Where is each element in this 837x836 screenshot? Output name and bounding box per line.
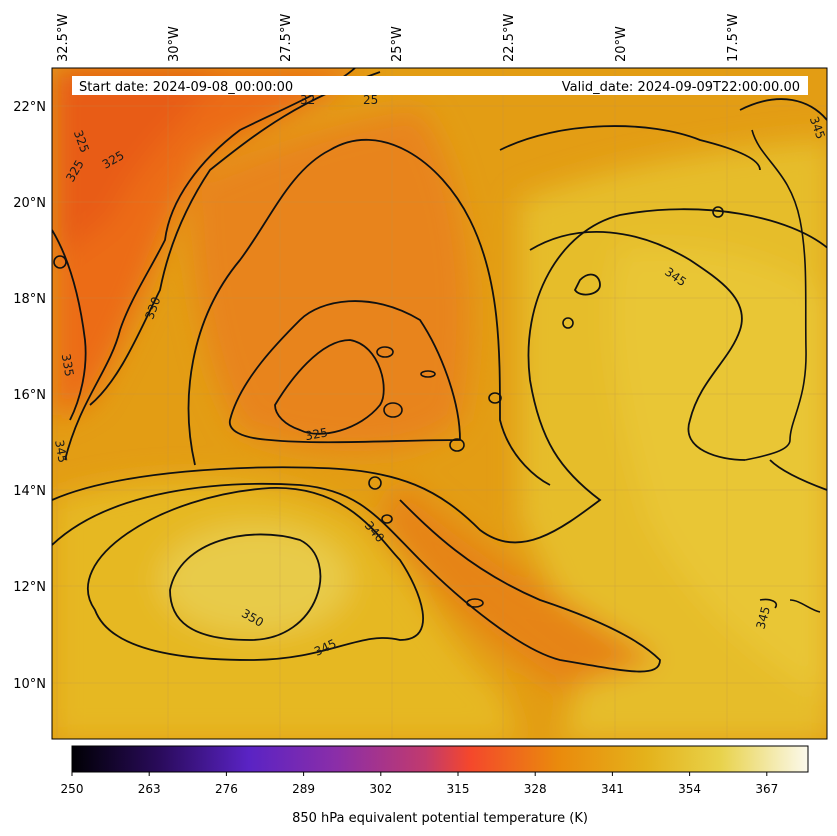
colorbar-tick-label: 354 — [678, 782, 701, 796]
info-box — [72, 76, 808, 95]
colorbar-tick-label: 276 — [215, 782, 238, 796]
lat-label: 20°N — [13, 196, 46, 211]
lon-label: 27.5°W — [279, 14, 294, 62]
colorbar-tick-label: 289 — [292, 782, 315, 796]
lon-label: 25°W — [390, 26, 405, 62]
temperature-field: 32 25 325 325 325 325 330 335 345 340 35… — [52, 68, 827, 739]
colorbar-ticks: 250 263 276 289 302 315 328 341 354 367 — [61, 772, 778, 796]
lat-label: 16°N — [13, 388, 46, 403]
lon-label: 20°W — [614, 26, 629, 62]
lat-label: 10°N — [13, 677, 46, 692]
colorbar-tick-label: 263 — [138, 782, 161, 796]
contour-label: 335 — [59, 353, 77, 378]
lat-label: 18°N — [13, 292, 46, 307]
contour-label: 32 — [300, 93, 315, 107]
contour-lines — [52, 68, 827, 673]
contour-label: 25 — [363, 93, 378, 107]
lat-label: 14°N — [13, 484, 46, 499]
lon-label: 17.5°W — [726, 14, 741, 62]
colorbar-title: 850 hPa equivalent potential temperature… — [292, 811, 588, 826]
valid-date-label: Valid_date: 2024-09-09T22:00:00.00 — [562, 80, 800, 95]
coastlines — [53, 129, 821, 613]
colorbar-tick-label: 341 — [601, 782, 624, 796]
start-date-label: Start date: 2024-09-08_00:00:00 — [79, 80, 293, 95]
colorbar-tick-label: 328 — [524, 782, 547, 796]
contour-label: 345 — [52, 439, 70, 464]
colorbar-tick-label: 367 — [755, 782, 778, 796]
lon-label: 22.5°W — [502, 14, 517, 62]
lon-label: 30°W — [167, 26, 182, 62]
colorbar-tick-label: 315 — [447, 782, 470, 796]
lon-label: 32.5°W — [56, 14, 71, 62]
colorbar-tick-label: 250 — [61, 782, 84, 796]
map-frame — [51, 67, 828, 740]
contour-label: 325 — [304, 425, 329, 443]
colorbar — [71, 745, 809, 773]
lat-label: 12°N — [13, 580, 46, 595]
longitude-labels: 32.5°W 30°W 27.5°W 25°W 22.5°W 20°W 17.5… — [56, 14, 741, 62]
contour-label: 345 — [754, 605, 773, 631]
latitude-labels: 22°N 20°N 18°N 16°N 14°N 12°N 10°N — [13, 100, 46, 692]
colorbar-tick-label: 302 — [369, 782, 392, 796]
lat-label: 22°N — [13, 100, 46, 115]
